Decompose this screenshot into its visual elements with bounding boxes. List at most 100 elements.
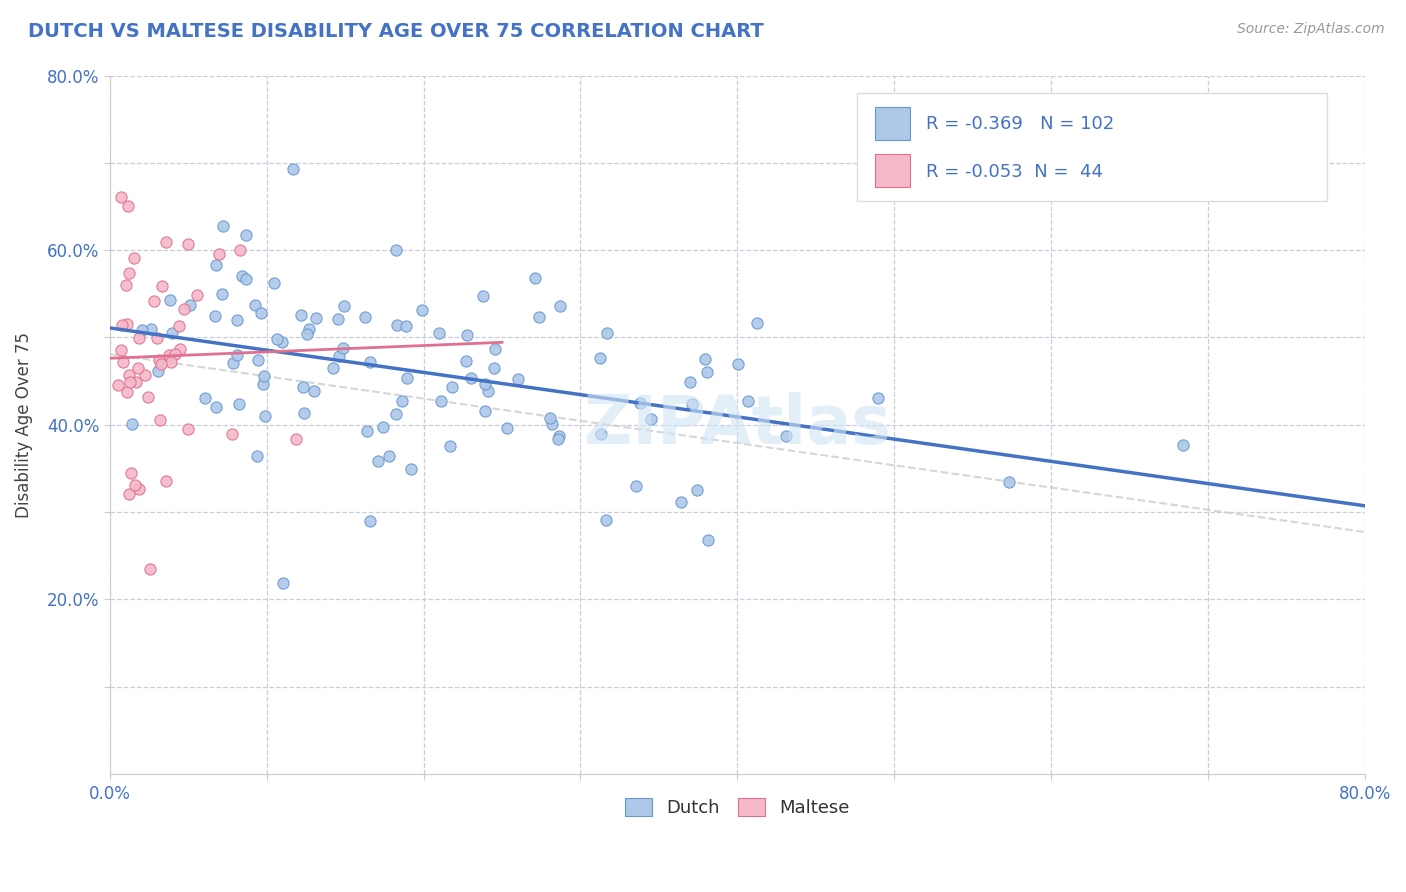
Point — [737, 393, 759, 408]
Point — [596, 326, 619, 340]
Point — [527, 310, 550, 325]
Point — [391, 393, 413, 408]
Point — [127, 361, 149, 376]
Point — [120, 466, 142, 480]
Point — [378, 450, 401, 464]
Point — [591, 427, 613, 442]
Point — [118, 368, 141, 382]
Point — [540, 410, 562, 425]
Point — [322, 360, 344, 375]
Point — [326, 312, 349, 326]
Point — [775, 428, 797, 442]
Point — [131, 323, 153, 337]
Point — [253, 409, 276, 424]
Point — [235, 227, 257, 242]
Point — [440, 380, 463, 394]
Point — [305, 310, 328, 325]
Point — [270, 335, 292, 350]
Point — [110, 343, 132, 357]
Point — [395, 370, 418, 384]
Point — [128, 331, 150, 345]
Point — [231, 268, 253, 283]
Point — [118, 376, 141, 390]
Point — [143, 293, 166, 308]
Point — [252, 377, 274, 392]
Point — [429, 326, 451, 341]
Point — [640, 412, 662, 426]
Point — [679, 375, 702, 389]
Point — [681, 396, 703, 410]
Point — [115, 317, 138, 331]
Point — [226, 348, 249, 362]
Point — [523, 271, 546, 285]
Point — [281, 162, 304, 177]
Point — [727, 357, 749, 371]
Point — [359, 514, 381, 528]
Point — [290, 308, 312, 322]
Point — [221, 427, 243, 442]
Point — [353, 310, 375, 325]
Point — [291, 379, 314, 393]
Point — [332, 299, 354, 313]
Point — [107, 378, 129, 392]
Point — [547, 429, 569, 443]
Point — [228, 397, 250, 411]
Point — [745, 316, 768, 330]
Point — [160, 326, 183, 340]
Point — [115, 277, 138, 292]
Point — [1171, 437, 1194, 451]
Point — [384, 407, 406, 421]
Point — [295, 327, 318, 342]
Point — [292, 406, 315, 420]
Point — [496, 421, 519, 435]
Point — [205, 400, 228, 414]
Point — [146, 364, 169, 378]
Point — [359, 354, 381, 368]
Point — [484, 343, 506, 357]
Legend: Dutch, Maltese: Dutch, Maltese — [617, 790, 858, 824]
Point — [686, 483, 709, 498]
Point — [207, 247, 229, 261]
Point — [122, 251, 145, 265]
Point — [595, 513, 617, 527]
Point — [125, 375, 148, 389]
Point — [456, 328, 478, 343]
Point — [117, 385, 139, 400]
Point — [411, 302, 433, 317]
Point — [367, 454, 389, 468]
Point — [117, 199, 139, 213]
Point — [136, 390, 159, 404]
Point — [508, 372, 530, 386]
Point — [328, 349, 350, 363]
Point — [302, 384, 325, 398]
Text: DUTCH VS MALTESE DISABILITY AGE OVER 75 CORRELATION CHART: DUTCH VS MALTESE DISABILITY AGE OVER 75 … — [28, 22, 763, 41]
Point — [454, 354, 477, 368]
Y-axis label: Disability Age Over 75: Disability Age Over 75 — [15, 332, 32, 518]
Point — [477, 384, 499, 399]
Point — [204, 309, 226, 323]
Point — [150, 279, 173, 293]
Point — [139, 322, 162, 336]
Point — [177, 422, 200, 436]
Point — [138, 562, 160, 576]
Point — [246, 449, 269, 463]
Point — [118, 266, 141, 280]
Point — [235, 272, 257, 286]
Point — [998, 475, 1021, 489]
Point — [169, 342, 191, 356]
Point — [226, 313, 249, 327]
Point — [149, 412, 172, 426]
Point — [118, 487, 141, 501]
Point — [669, 494, 692, 508]
Point — [548, 299, 571, 313]
Point — [228, 244, 250, 258]
Point — [395, 318, 418, 333]
Point — [155, 235, 177, 249]
Point — [474, 376, 496, 391]
Point — [547, 432, 569, 446]
Point — [266, 333, 288, 347]
Point — [212, 219, 235, 233]
Point — [474, 403, 496, 417]
Point — [628, 396, 651, 410]
Point — [159, 355, 181, 369]
